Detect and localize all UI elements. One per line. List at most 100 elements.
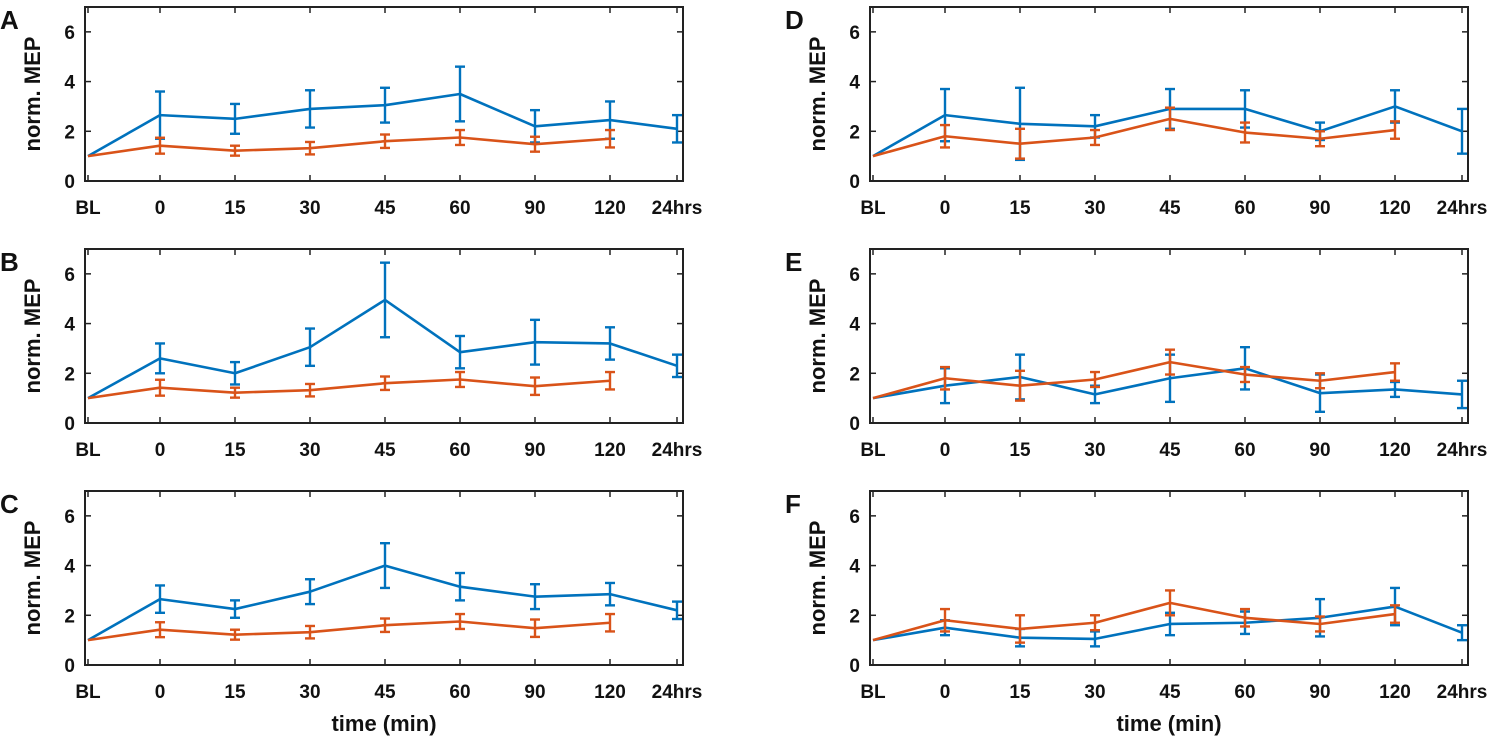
x-tick-label: 60 (1234, 198, 1255, 219)
plot-frame (869, 248, 1469, 424)
x-tick-label: 0 (940, 198, 951, 219)
y-axis-label: norm. MEP (20, 521, 45, 636)
series-line (87, 564, 678, 642)
x-axis-label: time (min) (331, 711, 436, 736)
plot-frame (84, 490, 684, 666)
y-tick-label: 2 (849, 122, 860, 143)
x-tick-label: 45 (1159, 440, 1181, 461)
y-axis-label: norm. MEP (805, 521, 830, 636)
series-line (87, 378, 611, 400)
y-tick-label: 0 (64, 656, 75, 677)
x-tick-label: 120 (594, 682, 626, 703)
x-tick-label: BL (75, 682, 101, 703)
y-tick-label: 0 (849, 414, 860, 435)
x-tick-label: 0 (155, 198, 166, 219)
y-tick-label: 0 (64, 414, 75, 435)
x-tick-label: 45 (1159, 682, 1181, 703)
y-tick-label: 4 (849, 315, 860, 336)
y-tick-label: 6 (64, 23, 75, 44)
x-tick-label: 30 (1084, 682, 1105, 703)
series-blue (87, 65, 682, 158)
x-tick-label: 45 (374, 682, 396, 703)
plot-frame (869, 6, 1469, 182)
series-blue (87, 261, 682, 400)
x-tick-label: 90 (1309, 198, 1330, 219)
x-tick-label: 0 (940, 440, 951, 461)
x-tick-label: 24hrs (1437, 682, 1488, 703)
y-axis-label: norm. MEP (805, 37, 830, 152)
panel-letter: F (785, 489, 801, 519)
x-tick-label: BL (75, 440, 101, 461)
x-tick-label: 15 (1009, 682, 1031, 703)
x-tick-label: 15 (224, 198, 246, 219)
x-tick-label: 30 (299, 440, 320, 461)
y-tick-label: 2 (64, 364, 75, 385)
x-tick-label: 0 (155, 440, 166, 461)
x-tick-label: 45 (1159, 198, 1181, 219)
x-tick-label: 60 (1234, 682, 1255, 703)
series-line (87, 620, 611, 642)
x-tick-label: 15 (224, 682, 246, 703)
x-tick-label: 90 (1309, 440, 1330, 461)
x-tick-label: 90 (1309, 682, 1330, 703)
y-tick-label: 0 (849, 172, 860, 193)
y-tick-label: 0 (849, 656, 860, 677)
x-tick-label: 0 (155, 682, 166, 703)
x-tick-label: 90 (524, 440, 545, 461)
x-axis-label: time (min) (1116, 711, 1221, 736)
x-tick-label: 60 (1234, 440, 1255, 461)
y-tick-label: 2 (849, 606, 860, 627)
series-orange (87, 128, 615, 158)
series-line (872, 117, 1396, 158)
x-tick-label: 24hrs (1437, 440, 1488, 461)
x-tick-label: 24hrs (652, 682, 703, 703)
y-tick-label: 2 (849, 364, 860, 385)
panel-letter: E (785, 247, 802, 277)
y-tick-label: 2 (64, 606, 75, 627)
series-orange (872, 106, 1400, 160)
plot-frame (84, 6, 684, 182)
panel-letter: C (0, 489, 19, 519)
y-axis-label: norm. MEP (20, 37, 45, 152)
x-tick-label: BL (860, 440, 886, 461)
x-tick-label: BL (860, 682, 886, 703)
y-tick-label: 4 (64, 315, 75, 336)
x-tick-label: 24hrs (1437, 198, 1488, 219)
series-orange (87, 612, 615, 642)
x-tick-label: 120 (1379, 198, 1411, 219)
series-line (87, 136, 611, 158)
x-tick-label: 45 (374, 440, 396, 461)
x-tick-label: 120 (1379, 440, 1411, 461)
x-tick-label: 24hrs (652, 440, 703, 461)
y-axis-label: norm. MEP (20, 279, 45, 394)
series-orange (872, 589, 1400, 644)
y-tick-label: 4 (849, 557, 860, 578)
y-tick-label: 6 (849, 265, 860, 286)
x-tick-label: 45 (374, 198, 396, 219)
x-tick-label: 30 (299, 682, 320, 703)
series-line (872, 601, 1396, 642)
x-tick-label: 60 (449, 682, 470, 703)
panel-letter: B (0, 247, 19, 277)
panel-letter: A (0, 5, 19, 35)
x-tick-label: 30 (299, 198, 320, 219)
x-tick-label: 15 (1009, 198, 1031, 219)
series-orange (872, 348, 1400, 402)
plot-frame (84, 248, 684, 424)
x-tick-label: 120 (1379, 682, 1411, 703)
y-tick-label: 4 (64, 557, 75, 578)
x-tick-label: 30 (1084, 198, 1105, 219)
x-tick-label: 0 (940, 682, 951, 703)
x-tick-label: 15 (224, 440, 246, 461)
x-tick-label: 90 (524, 198, 545, 219)
x-tick-label: 60 (449, 440, 470, 461)
y-tick-label: 6 (64, 265, 75, 286)
plot-frame (869, 490, 1469, 666)
y-axis-label: norm. MEP (805, 279, 830, 394)
